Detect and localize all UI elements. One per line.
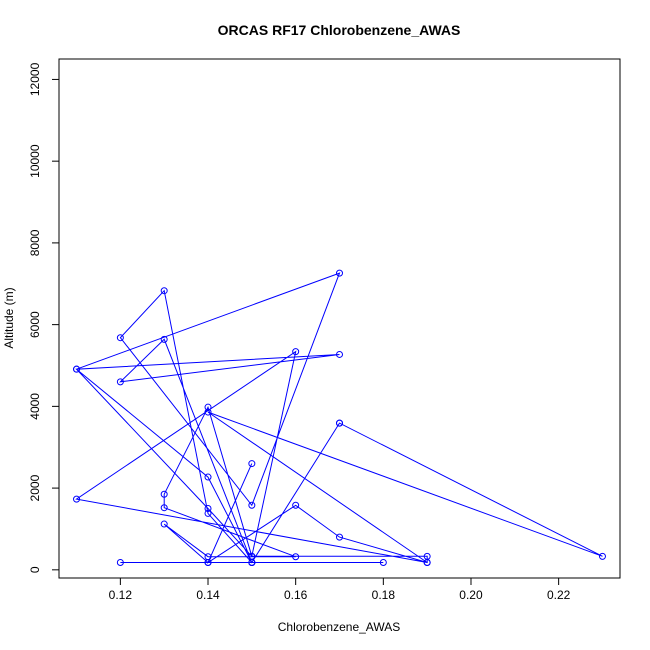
y-tick-label: 0: [28, 566, 42, 573]
data-point: [292, 553, 300, 561]
data-point: [160, 520, 168, 528]
x-tick-label: 0.16: [284, 588, 308, 602]
x-tick-label: 0.14: [196, 588, 220, 602]
y-axis-label: Altitude (m): [2, 287, 16, 348]
y-tick-label: 4000: [28, 393, 42, 420]
x-tick-label: 0.18: [372, 588, 396, 602]
data-point: [204, 473, 212, 481]
data-point: [336, 350, 343, 358]
data-point: [248, 460, 256, 468]
data-point: [336, 419, 343, 427]
data-point: [73, 495, 81, 503]
x-tick-label: 0.22: [547, 588, 571, 602]
series-layer: [73, 269, 606, 566]
data-point: [116, 334, 124, 342]
data-point: [423, 558, 431, 566]
data-point: [160, 490, 168, 498]
y-tick-label: 8000: [28, 229, 42, 256]
y-tick-label: 12000: [28, 62, 42, 96]
data-point: [116, 378, 124, 386]
data-point: [160, 287, 168, 295]
data-point: [379, 558, 387, 566]
data-point: [292, 501, 300, 509]
x-tick-label: 0.20: [459, 588, 483, 602]
plot-area: [58, 58, 621, 579]
data-point: [204, 403, 212, 411]
data-point: [248, 558, 256, 566]
data-point: [336, 533, 343, 541]
chart-title: ORCAS RF17 Chlorobenzene_AWAS: [218, 22, 461, 38]
data-point: [160, 504, 168, 512]
x-axis-label: Chlorobenzene_AWAS: [278, 620, 401, 634]
y-tick-label: 6000: [28, 311, 42, 338]
series-line: [75, 272, 603, 564]
y-axis: 0 2000 4000 6000 8000 10000 12000: [28, 62, 60, 573]
data-point: [292, 348, 300, 356]
data-point: [204, 408, 212, 416]
data-point: [204, 558, 212, 566]
data-point: [598, 552, 606, 560]
data-point: [160, 335, 168, 343]
x-axis: 0.12 0.14 0.16 0.18 0.20 0.22: [109, 577, 571, 602]
data-point: [73, 365, 81, 373]
data-point: [248, 501, 256, 509]
data-point: [116, 558, 124, 566]
y-tick-label: 10000: [28, 144, 42, 178]
x-tick-label: 0.12: [109, 588, 133, 602]
data-point: [204, 509, 212, 517]
data-point: [336, 269, 343, 277]
data-point: [204, 505, 212, 513]
y-tick-label: 2000: [28, 474, 42, 501]
